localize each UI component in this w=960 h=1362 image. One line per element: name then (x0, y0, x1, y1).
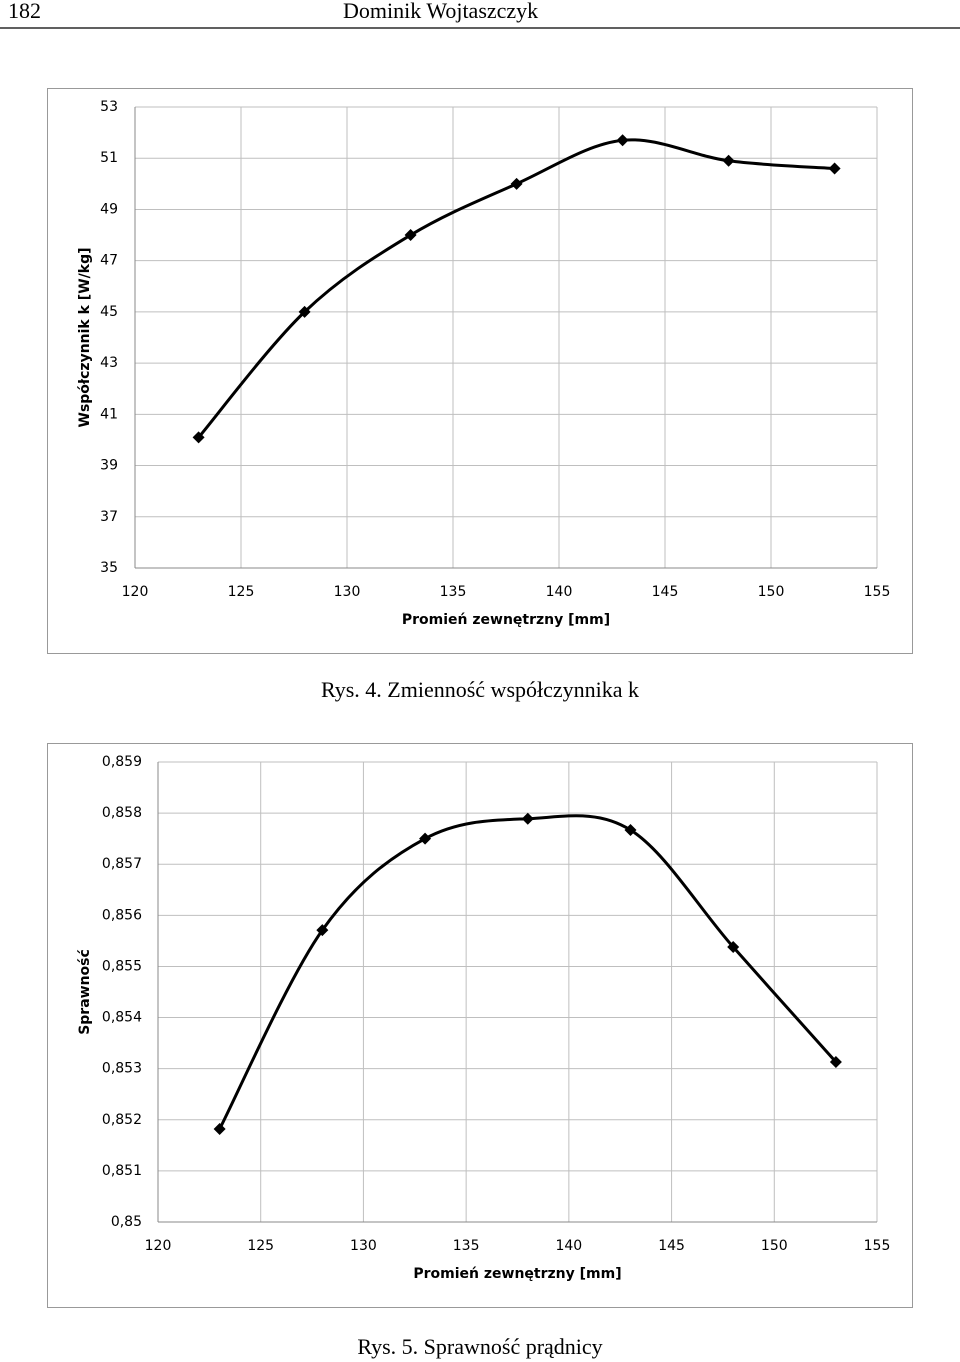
data-point (213, 1122, 226, 1135)
y-tick-label: 0,859 (102, 754, 142, 770)
y-tick-label: 47 (100, 253, 118, 269)
data-point (510, 177, 523, 190)
author: Dominik Wojtaszczyk (343, 0, 538, 23)
x-tick-label: 120 (145, 1238, 172, 1254)
x-tick-label: 145 (658, 1238, 685, 1254)
y-tick-label: 39 (100, 458, 118, 474)
x-tick-label: 140 (555, 1238, 582, 1254)
x-tick-label: 150 (761, 1238, 788, 1254)
page-number: 182 (8, 0, 41, 23)
y-tick-label: 0,856 (102, 907, 142, 923)
x-tick-label: 140 (546, 584, 573, 600)
y-tick-label: 49 (100, 201, 118, 217)
data-point (624, 823, 637, 836)
y-tick-label: 53 (100, 99, 118, 115)
x-tick-label: 125 (247, 1238, 274, 1254)
x-tick-label: 120 (122, 584, 149, 600)
y-tick-label: 41 (100, 406, 118, 422)
y-tick-label: 0,857 (102, 856, 142, 872)
data-point (419, 832, 432, 845)
y-tick-label: 0,855 (102, 958, 142, 974)
y-tick-label: 37 (100, 509, 118, 525)
caption: Rys. 5. Sprawność prądnicy (357, 1334, 602, 1359)
y-axis-title: Współczynnik k [W/kg] (77, 248, 93, 428)
y-tick-label: 35 (100, 560, 118, 576)
y-tick-label: 0,852 (102, 1112, 142, 1128)
x-tick-label: 125 (228, 584, 255, 600)
x-tick-label: 130 (350, 1238, 377, 1254)
data-point (616, 134, 629, 147)
data-point (829, 1056, 842, 1069)
data-point (828, 162, 841, 175)
x-tick-label: 130 (334, 584, 361, 600)
data-point (316, 924, 329, 937)
data-line (218, 814, 838, 1130)
caption: Rys. 4. Zmienność współczynnika k (321, 677, 639, 702)
y-tick-label: 0,85 (111, 1214, 142, 1230)
x-axis-title: Promień zewnętrzny [mm] (413, 1266, 621, 1282)
data-point (192, 431, 205, 444)
y-tick-label: 0,854 (102, 1010, 142, 1026)
data-point (727, 941, 740, 954)
chart-frame (47, 88, 913, 654)
y-tick-label: 0,858 (102, 805, 142, 821)
x-tick-label: 145 (652, 584, 679, 600)
y-tick-label: 0,853 (102, 1061, 142, 1077)
x-tick-label: 155 (864, 584, 891, 600)
chart-frame (47, 743, 913, 1308)
x-tick-label: 150 (758, 584, 785, 600)
x-tick-label: 135 (453, 1238, 480, 1254)
data-point (298, 305, 311, 318)
data-point (404, 229, 417, 242)
y-tick-label: 45 (100, 304, 118, 320)
y-tick-label: 51 (100, 150, 118, 166)
x-axis-title: Promień zewnętrzny [mm] (402, 612, 610, 628)
y-tick-label: 43 (100, 355, 118, 371)
x-tick-label: 155 (864, 1238, 891, 1254)
data-point (521, 812, 534, 825)
x-tick-label: 135 (440, 584, 467, 600)
data-point (722, 154, 735, 167)
y-axis-title: Sprawność (77, 949, 93, 1035)
y-tick-label: 0,851 (102, 1163, 142, 1179)
